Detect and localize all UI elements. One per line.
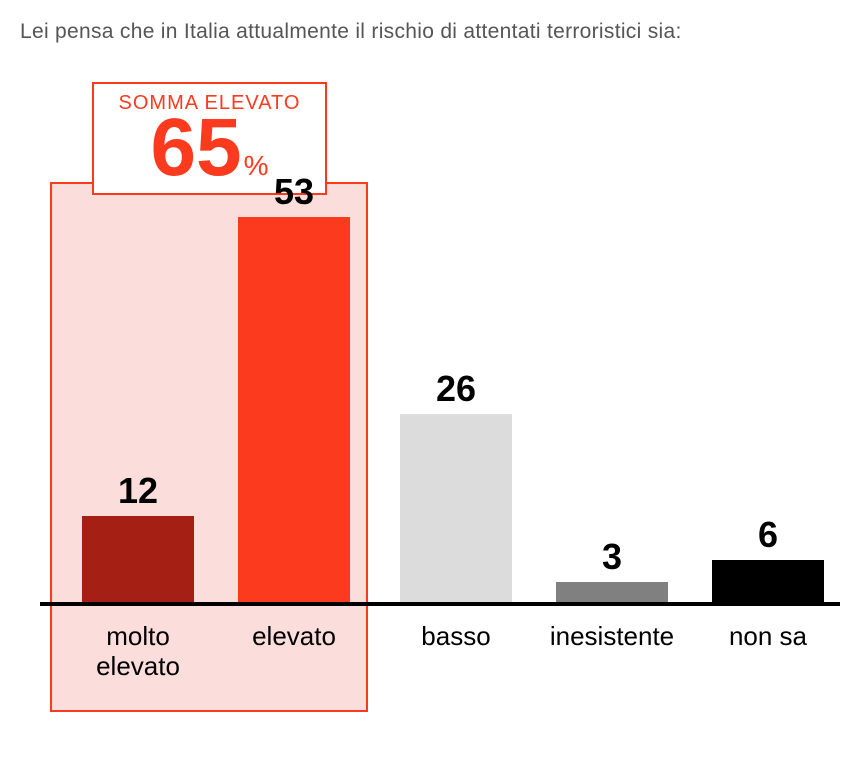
x-axis xyxy=(40,602,840,606)
bar-molto-elevato: 12 xyxy=(82,516,194,604)
category-label: molto elevato xyxy=(62,622,214,682)
category-label: elevato xyxy=(218,622,370,652)
bar-value-label: 12 xyxy=(82,470,194,512)
bar-elevato: 53 xyxy=(238,217,350,604)
category-label: inesistente xyxy=(536,622,688,652)
bar-basso: 26 xyxy=(400,414,512,604)
bar-value-label: 26 xyxy=(400,368,512,410)
bar-chart: SOMMA ELEVATO 65% 12 53 26 3 6 molto ele… xyxy=(20,74,843,754)
category-label: non sa xyxy=(692,622,844,652)
bar-non-sa: 6 xyxy=(712,560,824,604)
bar-inesistente: 3 xyxy=(556,582,668,604)
bar-value-label: 3 xyxy=(556,536,668,578)
chart-title: Lei pensa che in Italia attualmente il r… xyxy=(20,20,843,44)
category-label: basso xyxy=(380,622,532,652)
callout-value: 65 xyxy=(150,107,241,189)
bar-value-label: 6 xyxy=(712,514,824,556)
bar-value-label: 53 xyxy=(238,171,350,213)
